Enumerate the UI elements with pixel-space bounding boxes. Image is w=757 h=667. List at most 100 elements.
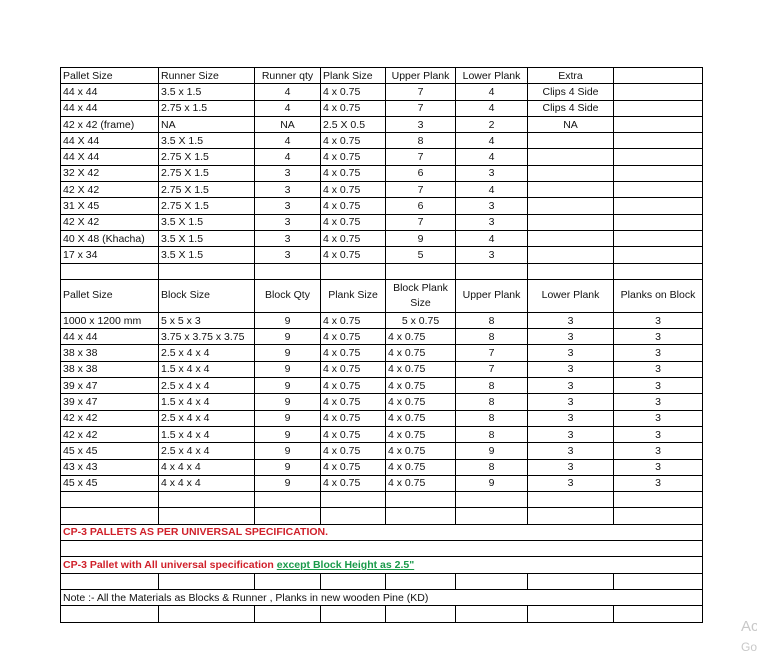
data-cell[interactable]: 7 bbox=[455, 360, 528, 379]
data-cell[interactable]: 5 x 5 x 3 bbox=[158, 311, 255, 330]
data-cell[interactable] bbox=[527, 213, 614, 231]
data-cell[interactable]: 44 X 44 bbox=[60, 148, 159, 166]
data-cell[interactable]: 4 bbox=[254, 99, 321, 117]
data-cell[interactable]: 2.5 x 4 x 4 bbox=[158, 344, 255, 362]
data-cell[interactable]: 4 x 0.75 bbox=[320, 393, 386, 411]
data-cell[interactable]: 3 bbox=[527, 409, 614, 427]
data-cell[interactable]: 39 x 47 bbox=[60, 393, 159, 411]
empty-cell[interactable] bbox=[527, 507, 614, 525]
data-cell[interactable]: 4 bbox=[455, 83, 528, 101]
data-cell[interactable]: 3 bbox=[613, 377, 703, 395]
data-cell[interactable]: 9 bbox=[385, 229, 456, 248]
empty-cell[interactable] bbox=[455, 262, 528, 280]
data-cell[interactable]: 4 x 0.75 bbox=[320, 229, 386, 248]
data-cell[interactable]: 4 x 0.75 bbox=[320, 328, 386, 346]
data-cell[interactable]: 3 bbox=[613, 442, 703, 460]
data-cell[interactable]: Clips 4 Side bbox=[527, 83, 614, 101]
data-cell[interactable]: 2.5 x 4 x 4 bbox=[158, 409, 255, 427]
empty-cell[interactable] bbox=[254, 572, 321, 590]
data-cell[interactable]: 3 bbox=[613, 360, 703, 379]
data-cell[interactable]: 4 x 0.75 bbox=[320, 344, 386, 362]
data-cell[interactable]: 4 x 0.75 bbox=[320, 425, 386, 444]
data-cell[interactable] bbox=[527, 148, 614, 166]
data-cell[interactable]: 3.75 x 3.75 x 3.75 bbox=[158, 328, 255, 346]
data-cell[interactable]: 3 bbox=[527, 458, 614, 476]
note-cell[interactable]: CP-3 Pallet with All universal specifica… bbox=[60, 556, 703, 574]
data-cell[interactable]: 32 X 42 bbox=[60, 164, 159, 183]
empty-cell[interactable] bbox=[385, 262, 456, 280]
data-cell[interactable]: 4 x 0.75 bbox=[320, 377, 386, 395]
data-cell[interactable]: 3 bbox=[455, 164, 528, 183]
data-cell[interactable] bbox=[527, 229, 614, 248]
data-cell[interactable] bbox=[527, 132, 614, 150]
empty-cell[interactable] bbox=[60, 572, 159, 590]
empty-cell[interactable] bbox=[527, 491, 614, 509]
data-cell[interactable]: 9 bbox=[254, 393, 321, 411]
header-cell[interactable]: Extra bbox=[527, 66, 614, 85]
data-cell[interactable]: 43 x 43 bbox=[60, 458, 159, 476]
data-cell[interactable]: 44 x 44 bbox=[60, 328, 159, 346]
data-cell[interactable]: 5 bbox=[385, 246, 456, 264]
data-cell[interactable]: 9 bbox=[455, 442, 528, 460]
data-cell[interactable]: 2.75 X 1.5 bbox=[158, 197, 255, 215]
data-cell[interactable]: 4 x 0.75 bbox=[385, 458, 456, 476]
empty-cell[interactable] bbox=[613, 507, 703, 525]
data-cell[interactable]: 2.5 x 4 x 4 bbox=[158, 442, 255, 460]
data-cell[interactable]: 3 bbox=[613, 409, 703, 427]
data-cell[interactable]: 5 x 0.75 bbox=[385, 311, 456, 330]
header-cell[interactable]: Runner qty bbox=[254, 66, 321, 85]
empty-cell[interactable] bbox=[613, 491, 703, 509]
data-cell[interactable]: 4 x 0.75 bbox=[385, 442, 456, 460]
data-cell[interactable]: 8 bbox=[455, 328, 528, 346]
data-cell[interactable]: 7 bbox=[455, 344, 528, 362]
data-cell[interactable] bbox=[613, 164, 703, 183]
data-cell[interactable]: NA bbox=[254, 115, 321, 134]
data-cell[interactable]: 3 bbox=[527, 377, 614, 395]
data-cell[interactable]: 31 X 45 bbox=[60, 197, 159, 215]
empty-cell[interactable] bbox=[320, 262, 386, 280]
data-cell[interactable] bbox=[613, 181, 703, 199]
data-cell[interactable]: 7 bbox=[385, 99, 456, 117]
empty-cell[interactable] bbox=[60, 507, 159, 525]
empty-cell[interactable] bbox=[385, 605, 456, 623]
data-cell[interactable]: 4 x 0.75 bbox=[320, 132, 386, 150]
header-cell[interactable]: Lower Plank bbox=[455, 66, 528, 85]
empty-cell[interactable] bbox=[455, 572, 528, 590]
data-cell[interactable]: 8 bbox=[455, 425, 528, 444]
data-cell[interactable] bbox=[527, 246, 614, 264]
data-cell[interactable]: Clips 4 Side bbox=[527, 99, 614, 117]
data-cell[interactable]: 4 x 0.75 bbox=[385, 377, 456, 395]
data-cell[interactable]: 4 x 4 x 4 bbox=[158, 474, 255, 493]
empty-cell[interactable] bbox=[158, 507, 255, 525]
empty-cell[interactable] bbox=[527, 572, 614, 590]
data-cell[interactable] bbox=[613, 115, 703, 134]
data-cell[interactable] bbox=[613, 246, 703, 264]
data-cell[interactable]: 42 x 42 bbox=[60, 409, 159, 427]
data-cell[interactable]: 4 x 0.75 bbox=[385, 328, 456, 346]
data-cell[interactable]: 2.75 x 1.5 bbox=[158, 99, 255, 117]
data-cell[interactable]: 2.5 x 4 x 4 bbox=[158, 377, 255, 395]
data-cell[interactable]: 4 bbox=[455, 132, 528, 150]
data-cell[interactable]: 8 bbox=[455, 458, 528, 476]
empty-cell[interactable] bbox=[158, 605, 255, 623]
data-cell[interactable]: 8 bbox=[455, 409, 528, 427]
data-cell[interactable]: 1.5 x 4 x 4 bbox=[158, 393, 255, 411]
data-cell[interactable]: 9 bbox=[254, 360, 321, 379]
header-cell[interactable]: Pallet Size bbox=[60, 66, 159, 85]
data-cell[interactable]: 4 x 0.75 bbox=[320, 409, 386, 427]
empty-cell[interactable] bbox=[527, 262, 614, 280]
data-cell[interactable]: 4 x 0.75 bbox=[320, 148, 386, 166]
data-cell[interactable]: 7 bbox=[385, 148, 456, 166]
empty-cell[interactable] bbox=[385, 572, 456, 590]
empty-cell[interactable] bbox=[455, 507, 528, 525]
data-cell[interactable]: NA bbox=[527, 115, 614, 134]
data-cell[interactable]: 4 bbox=[455, 229, 528, 248]
data-cell[interactable]: 8 bbox=[455, 393, 528, 411]
data-cell[interactable]: 4 bbox=[254, 83, 321, 101]
data-cell[interactable]: 4 x 0.75 bbox=[385, 393, 456, 411]
empty-cell[interactable] bbox=[158, 262, 255, 280]
data-cell[interactable]: 3 bbox=[254, 197, 321, 215]
data-cell[interactable]: 4 x 0.75 bbox=[385, 425, 456, 444]
data-cell[interactable]: 3.5 X 1.5 bbox=[158, 229, 255, 248]
data-cell[interactable]: 7 bbox=[385, 181, 456, 199]
